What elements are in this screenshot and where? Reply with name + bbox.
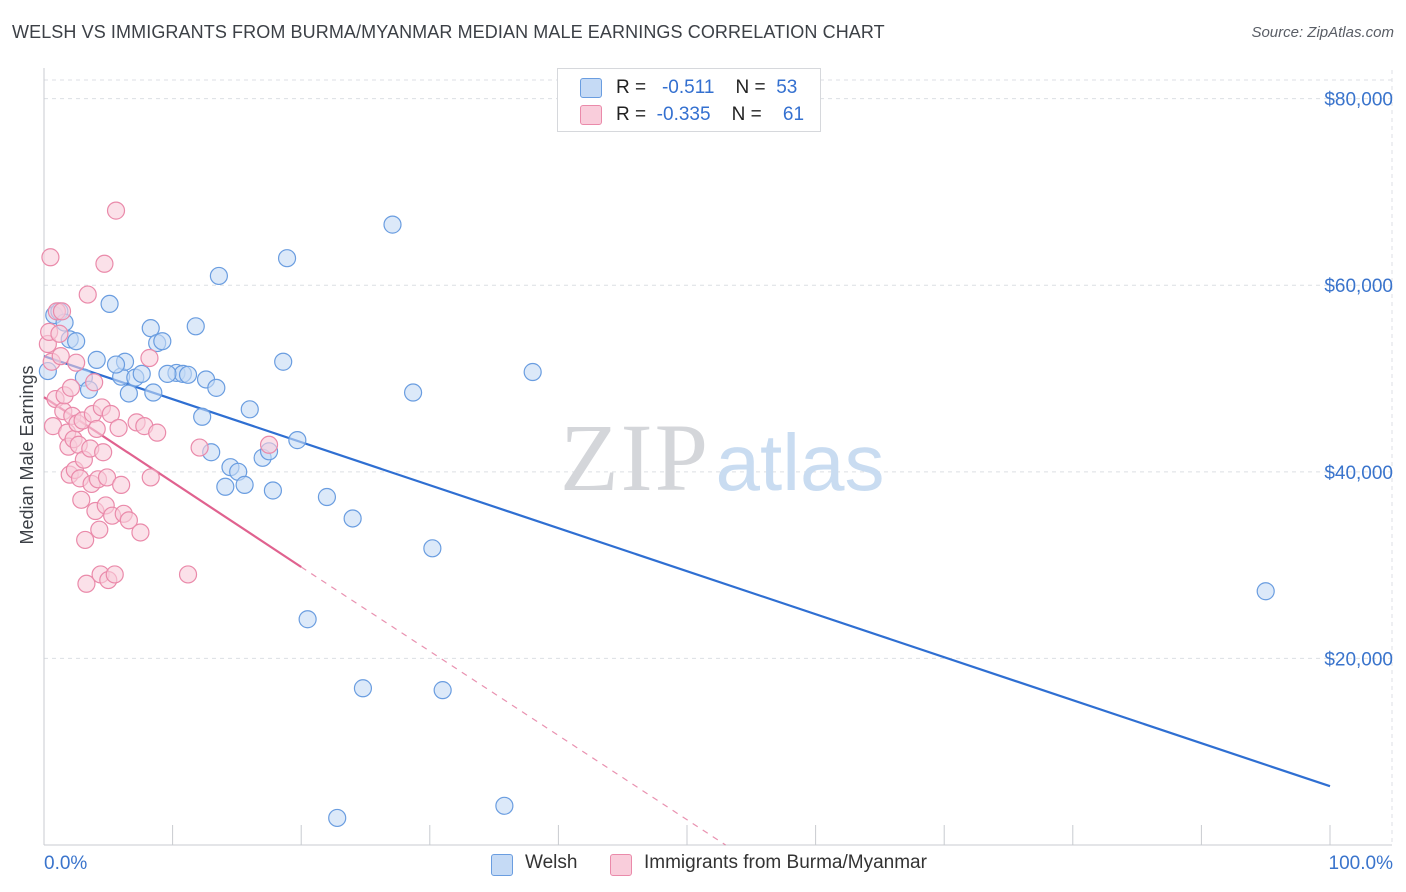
source-label: Source: ZipAtlas.com xyxy=(1251,24,1394,41)
legend-r-label: R = xyxy=(616,104,647,125)
point-burma xyxy=(190,438,209,457)
point-welsh xyxy=(433,681,452,700)
point-welsh xyxy=(288,431,307,450)
point-welsh xyxy=(158,364,177,383)
point-welsh xyxy=(235,475,254,494)
point-burma xyxy=(95,254,114,273)
bottom-legend-label-welsh: Welsh xyxy=(525,852,578,873)
point-burma xyxy=(259,435,279,454)
point-welsh xyxy=(263,481,283,500)
point-welsh xyxy=(119,384,138,403)
trend-line-welsh xyxy=(43,355,1331,788)
point-burma xyxy=(52,302,72,321)
point-burma xyxy=(101,404,120,424)
point-welsh xyxy=(353,679,373,698)
point-burma xyxy=(106,201,126,220)
point-burma xyxy=(140,348,159,368)
point-burma xyxy=(67,353,86,372)
point-welsh xyxy=(193,407,212,426)
legend-swatch-burma xyxy=(580,105,602,125)
point-burma xyxy=(97,468,117,487)
point-welsh xyxy=(343,509,362,528)
point-welsh xyxy=(144,383,163,402)
point-burma xyxy=(51,347,70,366)
point-burma xyxy=(141,468,160,487)
legend-n-label: N = xyxy=(731,104,762,125)
trend-extension-burma xyxy=(300,566,726,846)
point-welsh xyxy=(207,378,226,397)
y-tick-label: $60,000 xyxy=(1324,276,1393,297)
y-tick-label: $40,000 xyxy=(1324,463,1393,484)
tick-labels: $20,000 $40,000 $60,000 $80,000 0.0% 100.0% xyxy=(44,90,1393,874)
watermark-zip: ZIP xyxy=(560,404,710,511)
y-tick-label: $80,000 xyxy=(1324,90,1393,111)
point-burma xyxy=(148,423,167,442)
point-welsh xyxy=(100,294,119,314)
point-welsh xyxy=(328,808,347,828)
legend-n-label: N = xyxy=(735,77,766,98)
point-welsh xyxy=(132,364,151,383)
y-tick-label: $20,000 xyxy=(1324,649,1393,670)
point-burma xyxy=(78,285,97,304)
point-welsh xyxy=(277,249,297,268)
point-burma xyxy=(109,418,128,438)
bottom-legend-swatch-burma xyxy=(610,854,632,876)
data-points xyxy=(38,201,1275,828)
bottom-legend-swatch-welsh xyxy=(491,854,513,876)
point-burma xyxy=(72,490,91,509)
point-welsh xyxy=(186,317,205,336)
bottom-legend: Welsh Immigrants from Burma/Myanmar xyxy=(0,852,1406,878)
legend-swatch-welsh xyxy=(580,78,602,98)
point-burma xyxy=(41,248,60,267)
point-burma xyxy=(119,511,138,530)
point-burma xyxy=(112,475,131,494)
point-welsh xyxy=(106,355,126,374)
point-burma xyxy=(87,419,106,439)
legend: R = -0.511 N = 53 R = -0.335 N = 61 xyxy=(557,68,821,132)
watermark: ZIP atlas xyxy=(560,404,884,511)
point-welsh xyxy=(423,539,442,558)
point-burma xyxy=(85,373,104,392)
point-burma xyxy=(61,378,81,397)
point-welsh xyxy=(240,400,259,419)
legend-n-value-burma: 61 xyxy=(782,104,805,125)
point-welsh xyxy=(216,477,235,496)
point-burma xyxy=(94,443,113,462)
point-welsh xyxy=(67,332,86,351)
point-burma xyxy=(105,565,124,584)
point-welsh xyxy=(209,266,228,286)
point-welsh xyxy=(383,215,402,234)
point-welsh xyxy=(274,352,293,371)
point-burma xyxy=(50,324,69,343)
point-burma xyxy=(131,523,150,542)
point-welsh xyxy=(153,332,172,351)
point-welsh xyxy=(523,362,542,382)
legend-n-value-welsh: 53 xyxy=(776,77,798,98)
point-burma xyxy=(178,565,198,584)
axes xyxy=(43,68,1392,846)
bottom-legend-label-burma: Immigrants from Burma/Myanmar xyxy=(644,852,927,873)
legend-r-value-welsh: -0.511 xyxy=(661,77,715,98)
point-burma xyxy=(77,574,96,593)
point-welsh xyxy=(317,487,337,507)
point-burma xyxy=(90,520,109,539)
x-tick-label: 0.0% xyxy=(44,853,87,874)
chart-title: WELSH VS IMMIGRANTS FROM BURMA/MYANMAR M… xyxy=(12,22,885,42)
y-axis-label: Median Male Earnings xyxy=(17,365,37,544)
point-welsh xyxy=(298,610,317,629)
point-welsh xyxy=(403,383,423,402)
point-welsh xyxy=(1256,582,1275,601)
point-welsh xyxy=(87,350,106,369)
grid-lines xyxy=(44,70,1393,845)
legend-r-value-burma: -0.335 xyxy=(656,104,711,125)
point-welsh xyxy=(495,796,514,815)
x-tick-label: 100.0% xyxy=(1329,853,1394,874)
watermark-atlas: atlas xyxy=(716,418,885,507)
point-welsh xyxy=(178,365,198,384)
legend-r-label: R = xyxy=(616,77,647,98)
point-burma xyxy=(76,530,95,550)
